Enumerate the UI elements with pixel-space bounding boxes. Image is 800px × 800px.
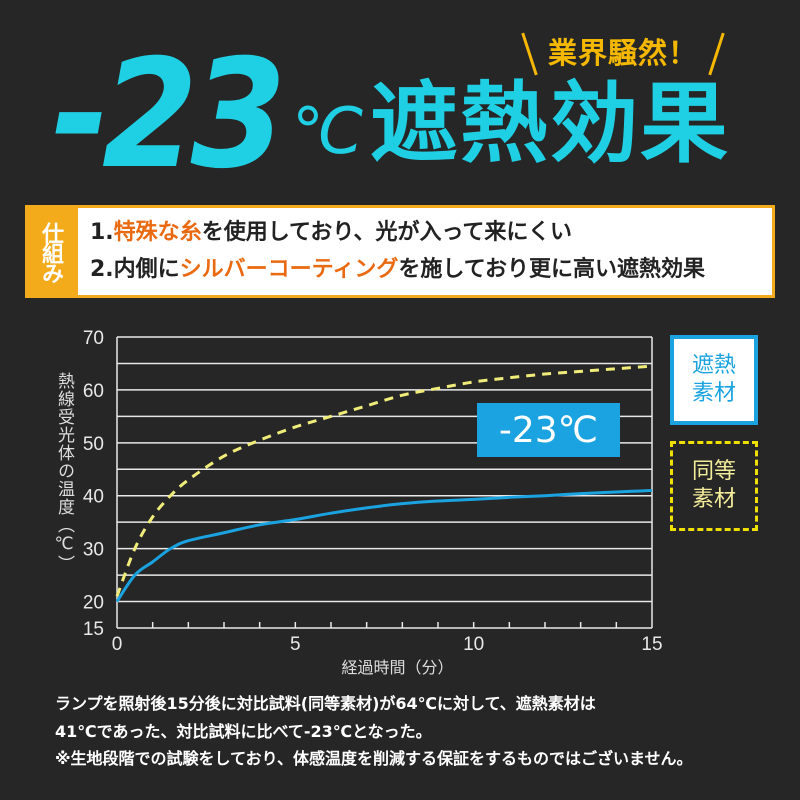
note-line-1: ランプを照射後15分後に対比試料(同等素材)が64℃に対して、遮熱素材は: [55, 694, 596, 713]
line2-highlight: シルバーコーティング: [179, 257, 399, 282]
legend-equivalent: 同等 素材: [670, 441, 758, 531]
x-tick-label: 5: [290, 634, 301, 655]
legend-same-line2: 素材: [691, 487, 736, 512]
y-tick-label: 60: [83, 381, 104, 402]
line2-rest: を施しており更に高い遮熱効果: [398, 257, 706, 282]
mechanism-line-2: 2.内側にシルバーコーティングを施しており更に高い遮熱効果: [90, 251, 772, 288]
y-tick-label: 30: [83, 540, 104, 561]
legend-heat-line1: 遮熱: [691, 353, 736, 378]
legend-heat-line2: 素材: [691, 381, 736, 406]
line1-rest: を使用しており、光が入って来にくい: [201, 220, 572, 245]
x-tick-label: 15: [641, 634, 662, 655]
y-tick-label: 20: [83, 593, 104, 614]
line2-prefix: 2.内側に: [90, 257, 180, 282]
line1-highlight: 特殊な糸: [113, 220, 202, 245]
notes: ランプを照射後15分後に対比試料(同等素材)が64℃に対して、遮熱素材は 41℃…: [55, 690, 692, 773]
mechanism-label: 仕組み: [38, 221, 63, 282]
y-tick-label: 50: [83, 434, 104, 455]
mechanism-line-1: 1.特殊な糸を使用しており、光が入って来にくい: [90, 214, 772, 251]
badge: 業界騒然！: [521, 22, 725, 82]
difference-callout: -23℃: [477, 403, 620, 457]
headline-number: -23: [52, 28, 287, 202]
series-line-equivalent: [115, 364, 653, 597]
x-tick-label: 10: [463, 634, 484, 655]
y-tick-label: 40: [83, 487, 104, 508]
series-line-heat-shield: [115, 488, 653, 603]
note-line-2: 41℃であった、対比試料に比べて-23℃となった。: [55, 721, 432, 741]
line1-prefix: 1.: [90, 220, 114, 245]
headline-unit: ℃: [292, 95, 364, 169]
headline-title: 遮熱効果: [370, 72, 731, 175]
y-tick-label: 70: [83, 328, 104, 349]
y-axis-label: 熱線受光体の温度（℃）: [54, 372, 74, 573]
x-tick-label: 0: [112, 634, 123, 655]
note-line-3: ※生地段階での試験をしており、体感温度を削減する保証をするものではございません。: [55, 749, 693, 768]
x-axis-label: 経過時間（分）: [341, 658, 453, 677]
legend-same-line1: 同等: [691, 459, 736, 484]
legend-heat-shield: 遮熱 素材: [670, 335, 758, 425]
badge-text: 業界騒然！: [548, 36, 699, 70]
y-tick-label: 15: [83, 619, 104, 640]
mechanism-box: 仕組み 1.特殊な糸を使用しており、光が入って来にくい 2.内側にシルバーコーテ…: [25, 205, 775, 298]
